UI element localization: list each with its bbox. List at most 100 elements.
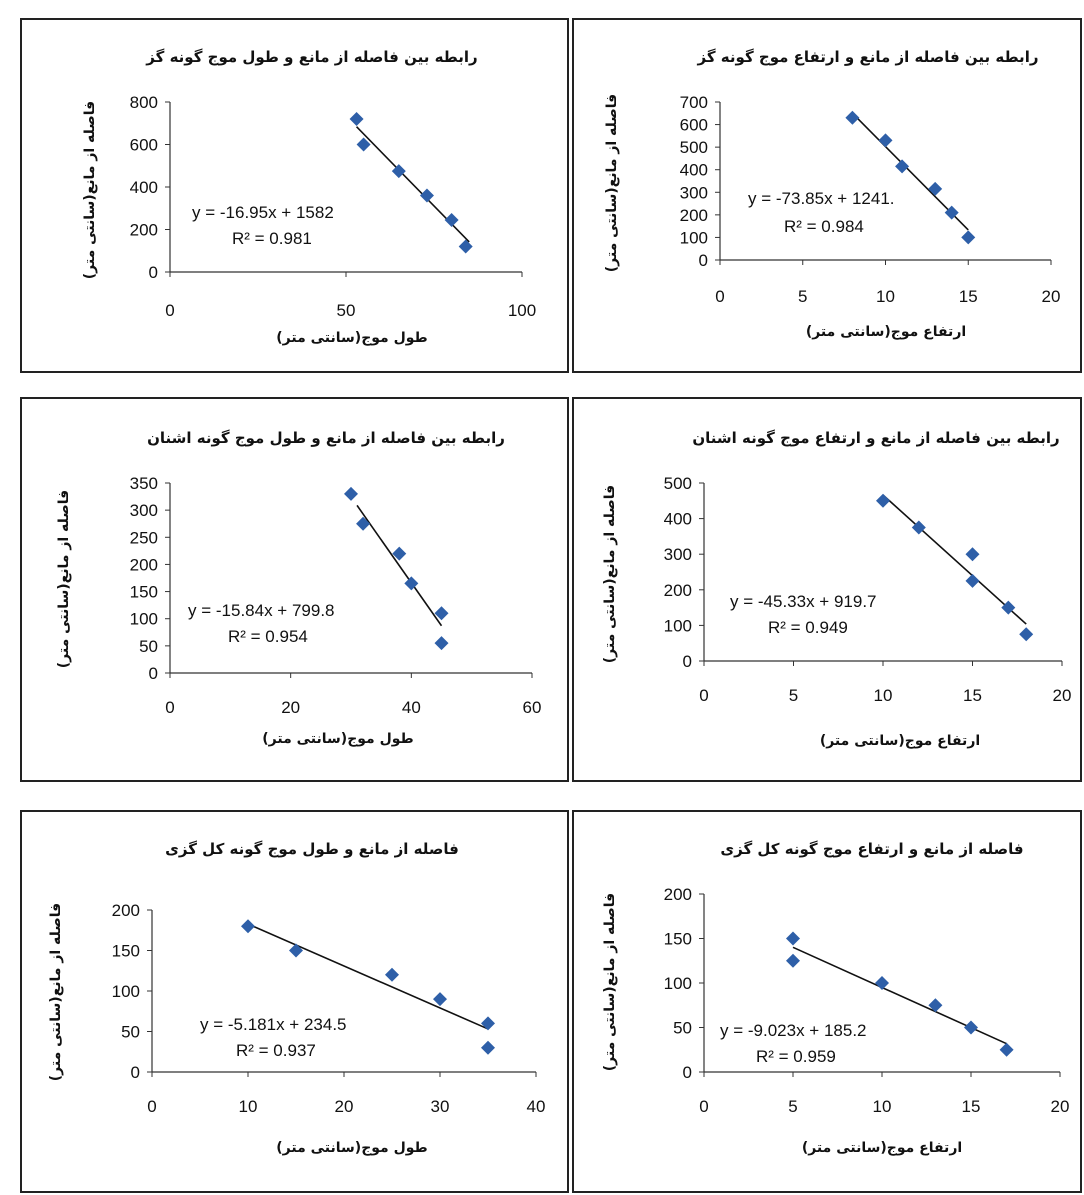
data-point xyxy=(481,1016,495,1031)
data-point xyxy=(349,112,364,126)
y-tick-label: 0 xyxy=(683,652,692,671)
x-tick-label: 0 xyxy=(165,301,174,320)
x-tick-label: 50 xyxy=(337,301,356,320)
chart-panel-2: رابطه بین فاصله از مانع و ارتفاع موج گون… xyxy=(572,18,1082,373)
data-point xyxy=(999,1042,1014,1057)
chart-svg-5: فاصله از مانع و طول موج گونه کل گزی 0 50 10… xyxy=(48,840,546,1156)
x-tick-label: 5 xyxy=(788,1097,797,1116)
trendline-equation: y = -45.33x + 919.7 xyxy=(730,592,877,611)
trendline-equation: y = -5.181x + 234.5 xyxy=(200,1015,347,1034)
r-squared-label: R² = 0.937 xyxy=(236,1041,316,1060)
x-tick-label: 40 xyxy=(402,698,421,717)
x-tick-label: 0 xyxy=(699,686,708,705)
y-tick-label: 600 xyxy=(130,136,158,155)
x-axis-title: طول موج(سانتی متر) xyxy=(276,1140,427,1156)
x-axis-title: طول موج(سانتی متر) xyxy=(276,330,427,346)
chart-title: فاصله از مانع و طول موج گونه کل گزی xyxy=(165,840,459,858)
y-axis-title: فاصله از مانع(سانتی متر) xyxy=(56,490,72,668)
x-tick-label: 20 xyxy=(335,1097,354,1116)
x-tick-label: 5 xyxy=(789,686,798,705)
x-tick-label: 40 xyxy=(527,1097,546,1116)
y-tick-label: 350 xyxy=(130,474,158,493)
trendline-equation: y = -9.023x + 185.2 xyxy=(720,1021,867,1040)
data-point xyxy=(481,1040,495,1055)
trendline-equation: y = -15.84x + 799.8 xyxy=(188,601,335,620)
y-tick-label: 700 xyxy=(680,93,708,112)
y-tick-label: 0 xyxy=(149,263,158,282)
y-tick-label: 100 xyxy=(130,610,158,629)
x-tick-label: 20 xyxy=(1051,1097,1070,1116)
chart-title: رابطه بین فاصله از مانع و طول موج گونه ا… xyxy=(147,429,505,447)
r-squared-label: R² = 0.959 xyxy=(756,1047,836,1066)
data-point xyxy=(404,576,419,591)
chart-title: رابطه بین فاصله از مانع و ارتفاع موج گون… xyxy=(692,429,1059,447)
y-tick-label: 100 xyxy=(664,616,692,635)
r-squared-label: R² = 0.949 xyxy=(768,618,848,637)
y-tick-label: 200 xyxy=(130,555,158,574)
y-tick-label: 200 xyxy=(130,221,158,240)
data-point xyxy=(878,133,893,148)
data-point xyxy=(961,230,976,245)
data-point xyxy=(392,546,407,561)
y-tick-label: 600 xyxy=(680,116,708,135)
data-point xyxy=(876,493,890,508)
data-point xyxy=(928,181,943,196)
trendline-equation: y = -16.95x + 1582 xyxy=(192,203,334,222)
data-point xyxy=(964,1020,978,1035)
chart-svg-6: فاصله از مانع و ارتفاع موج گونه کل گزی 0 5… xyxy=(602,840,1070,1156)
y-tick-label: 300 xyxy=(130,501,158,520)
x-tick-label: 100 xyxy=(508,301,536,320)
x-tick-label: 60 xyxy=(523,698,542,717)
y-tick-label: 500 xyxy=(680,138,708,157)
y-tick-label: 400 xyxy=(664,510,692,529)
data-point xyxy=(289,943,303,958)
y-tick-label: 100 xyxy=(112,982,140,1001)
y-axis-title: فاصله از مانع(سانتی متر) xyxy=(602,485,618,663)
y-tick-label: 50 xyxy=(673,1019,692,1038)
y-tick-label: 200 xyxy=(664,885,692,904)
x-tick-label: 20 xyxy=(1042,287,1061,306)
data-point xyxy=(434,636,449,651)
x-tick-label: 10 xyxy=(874,686,893,705)
x-tick-label: 10 xyxy=(873,1097,892,1116)
y-tick-label: 150 xyxy=(130,583,158,602)
data-point xyxy=(391,164,406,179)
y-tick-label: 400 xyxy=(130,178,158,197)
y-tick-label: 200 xyxy=(680,206,708,225)
data-point xyxy=(928,998,943,1013)
chart-panel-3: رابطه بین فاصله از مانع و طول موج گونه ا… xyxy=(20,397,569,782)
y-tick-label: 0 xyxy=(149,664,158,683)
y-tick-label: 100 xyxy=(680,228,708,247)
y-axis-title: فاصله از مانع(سانتی متر) xyxy=(604,94,620,272)
y-axis-title: فاصله از مانع(سانتی متر) xyxy=(48,903,64,1081)
y-tick-label: 300 xyxy=(664,545,692,564)
data-point xyxy=(241,919,255,934)
data-point xyxy=(911,520,926,535)
y-tick-label: 150 xyxy=(112,942,140,961)
trend-line xyxy=(356,504,443,627)
data-point xyxy=(845,110,860,125)
y-axis-title: فاصله از مانع(سانتی متر) xyxy=(82,101,98,279)
trendline-equation: y = -73.85x + 1241. xyxy=(748,189,895,208)
y-tick-label: 100 xyxy=(664,974,692,993)
data-point xyxy=(356,137,371,152)
chart-panel-4: رابطه بین فاصله از مانع و ارتفاع موج گون… xyxy=(572,397,1082,782)
data-point xyxy=(965,547,980,562)
trend-line xyxy=(882,494,1027,625)
x-tick-label: 10 xyxy=(876,287,895,306)
data-point xyxy=(344,486,358,501)
y-tick-label: 50 xyxy=(139,637,158,656)
x-tick-label: 0 xyxy=(699,1097,708,1116)
data-point xyxy=(944,205,959,220)
r-squared-label: R² = 0.984 xyxy=(784,217,864,236)
y-tick-label: 50 xyxy=(121,1023,140,1042)
chart-svg-4: رابطه بین فاصله از مانع و ارتفاع موج گون… xyxy=(602,429,1071,749)
chart-svg-3: رابطه بین فاصله از مانع و طول موج گونه ا… xyxy=(56,429,542,747)
data-point xyxy=(786,931,800,946)
x-tick-label: 0 xyxy=(715,287,724,306)
x-axis-title: ارتفاع موج(سانتی متر) xyxy=(802,1140,962,1156)
x-axis-title: ارتفاع موج(سانتی متر) xyxy=(806,324,966,340)
y-tick-label: 0 xyxy=(131,1063,140,1082)
data-point xyxy=(433,992,447,1007)
x-tick-label: 0 xyxy=(165,698,174,717)
